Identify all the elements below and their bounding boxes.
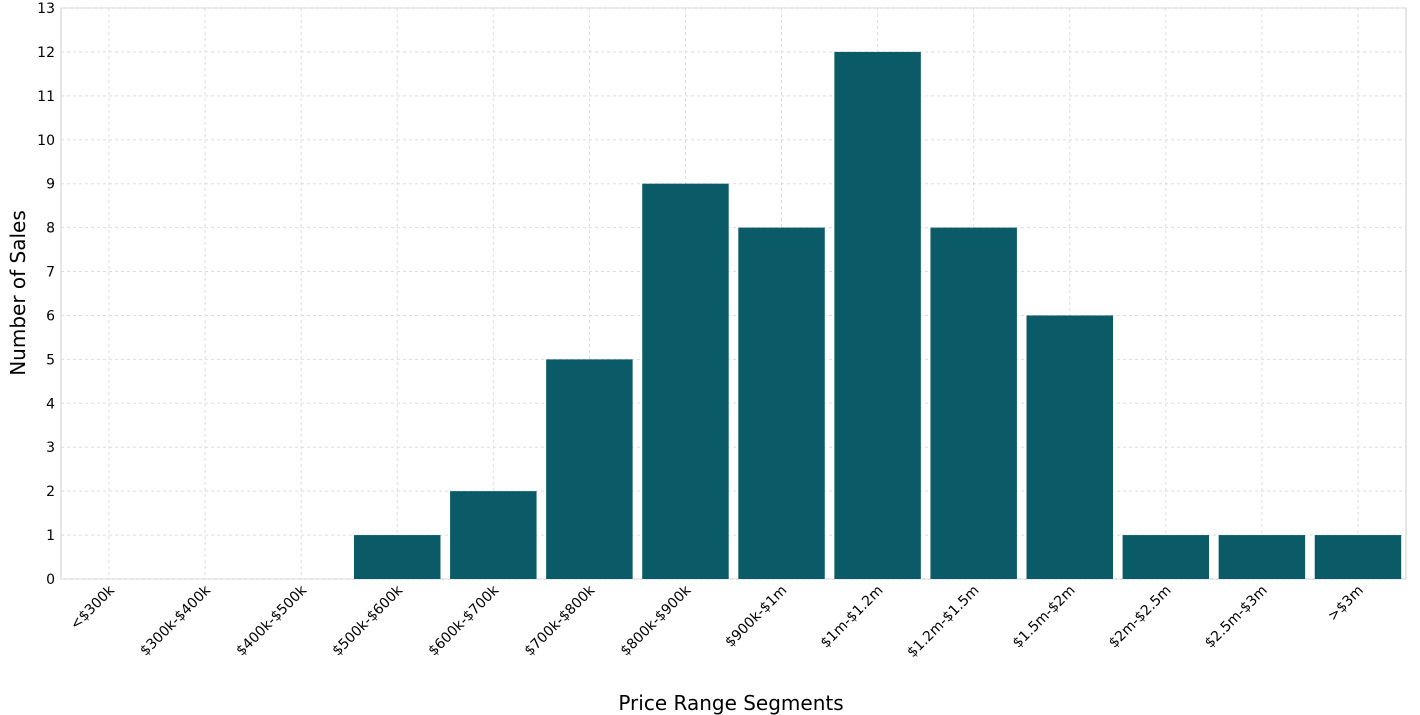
- bar: [1122, 535, 1210, 579]
- bar: [642, 183, 729, 579]
- x-tick-label: $800k-$900k: [618, 582, 695, 659]
- y-axis-label: Number of Sales: [6, 210, 30, 376]
- bar: [354, 535, 441, 579]
- x-axis-label: Price Range Segments: [618, 691, 843, 715]
- x-tick-label: $700k-$800k: [521, 582, 598, 659]
- y-tick-label: 4: [46, 396, 55, 412]
- plot-frame: [60, 7, 1407, 580]
- y-tick-label: 9: [46, 177, 55, 193]
- bar: [834, 51, 921, 579]
- bar: [450, 491, 537, 579]
- y-tick-label: 8: [46, 221, 55, 237]
- y-tick-label: 1: [46, 528, 55, 544]
- bar: [1218, 535, 1306, 579]
- x-tick-label: $300k-$400k: [137, 582, 214, 659]
- y-tick-label: 3: [46, 440, 55, 456]
- bar: [1026, 315, 1113, 579]
- x-tick-label: $900k-$1m: [722, 583, 790, 651]
- x-tick-label: >$3m: [1325, 583, 1367, 625]
- x-tick-label: $2.5m-$3m: [1202, 583, 1271, 652]
- y-tick-label: 5: [46, 352, 55, 368]
- x-tick-label: $1.2m-$1.5m: [904, 583, 982, 661]
- x-tick-label: $500k-$600k: [329, 582, 406, 659]
- x-tick-label: $1m-$1.2m: [818, 583, 887, 652]
- x-tick-label: $400k-$500k: [233, 582, 310, 659]
- bar: [1314, 535, 1402, 579]
- bar: [546, 359, 633, 579]
- x-tick-label: $2m-$2.5m: [1106, 583, 1175, 652]
- y-tick-label: 12: [37, 45, 55, 61]
- y-tick-label: 13: [37, 1, 55, 17]
- bar: [930, 227, 1017, 579]
- bar: [738, 227, 825, 579]
- y-tick-label: 2: [46, 484, 55, 500]
- y-tick-label: 7: [46, 265, 55, 281]
- y-tick-label: 0: [46, 572, 55, 588]
- y-tick-label: 10: [37, 133, 55, 149]
- x-tick-label: $600k-$700k: [425, 582, 502, 659]
- x-tick-label: <$300k: [67, 582, 118, 633]
- y-tick-label: 11: [37, 89, 55, 105]
- x-tick-label: $1.5m-$2m: [1010, 583, 1079, 652]
- y-tick-label: 6: [46, 308, 55, 324]
